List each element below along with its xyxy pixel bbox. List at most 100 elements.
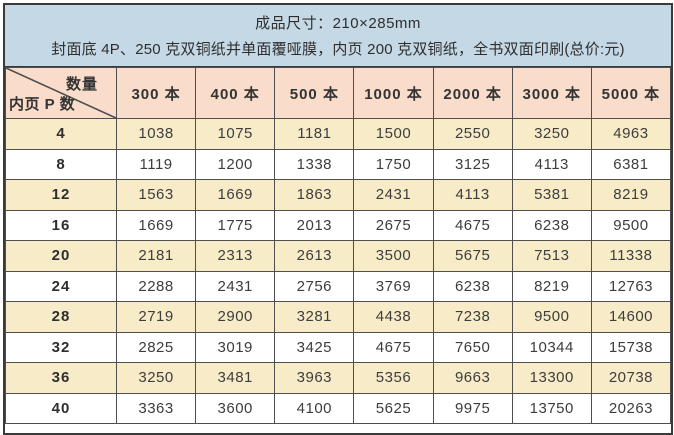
price-cell: 9975 <box>432 392 513 424</box>
column-header-qty: 300 本 <box>115 67 197 119</box>
spec-note-banner: 成品尺寸：210×285mm 封面底 4P、250 克双铜纸并单面覆哑膜，内页 … <box>5 5 671 67</box>
price-cell: 20263 <box>590 392 672 424</box>
corner-header-cell: 数量 内页 P 数 <box>5 67 117 119</box>
price-cell: 2719 <box>115 301 197 333</box>
row-header-pages: 40 <box>5 392 117 424</box>
price-cell: 3019 <box>195 331 276 363</box>
price-cell: 3250 <box>115 362 197 394</box>
price-cell: 4113 <box>432 179 513 211</box>
price-cell: 7650 <box>432 331 513 363</box>
price-cell: 1863 <box>274 179 355 211</box>
price-sheet-frame: 成品尺寸：210×285mm 封面底 4P、250 克双铜纸并单面覆哑膜，内页 … <box>3 3 673 435</box>
price-cell: 1119 <box>115 148 197 180</box>
price-cell: 3125 <box>432 148 513 180</box>
price-cell: 1500 <box>353 118 434 150</box>
price-cell: 7238 <box>432 301 513 333</box>
table-row: 20 2181 2313 2613 3500 5675 7513 11338 <box>5 240 672 272</box>
price-cell: 3963 <box>274 362 355 394</box>
price-cell: 1038 <box>115 118 197 150</box>
row-header-pages: 36 <box>5 362 117 394</box>
table-row: 16 1669 1775 2013 2675 4675 6238 9500 <box>5 209 672 241</box>
price-cell: 1338 <box>274 148 355 180</box>
price-cell: 1775 <box>195 209 276 241</box>
price-cell: 3481 <box>195 362 276 394</box>
price-cell: 5381 <box>511 179 592 211</box>
price-cell: 10344 <box>511 331 592 363</box>
price-cell: 15738 <box>590 331 672 363</box>
price-cell: 11338 <box>590 240 672 272</box>
table-row: 12 1563 1669 1863 2431 4113 5381 8219 <box>5 179 672 211</box>
price-cell: 2313 <box>195 240 276 272</box>
row-header-pages: 16 <box>5 209 117 241</box>
row-header-pages: 12 <box>5 179 117 211</box>
price-cell: 2900 <box>195 301 276 333</box>
price-cell: 5356 <box>353 362 434 394</box>
price-cell: 2431 <box>353 179 434 211</box>
price-cell: 8219 <box>590 179 672 211</box>
price-cell: 4438 <box>353 301 434 333</box>
price-cell: 4963 <box>590 118 672 150</box>
price-cell: 1563 <box>115 179 197 211</box>
row-header-pages: 20 <box>5 240 117 272</box>
column-header-qty: 3000 本 <box>511 67 592 119</box>
price-cell: 13300 <box>511 362 592 394</box>
column-header-qty: 500 本 <box>274 67 355 119</box>
price-cell: 2550 <box>432 118 513 150</box>
price-cell: 2756 <box>274 270 355 302</box>
price-table-body: 4 1038 1075 1181 1500 2550 3250 4963 8 1119 1200 13… <box>5 118 672 424</box>
price-cell: 4675 <box>432 209 513 241</box>
row-header-pages: 24 <box>5 270 117 302</box>
price-cell: 3500 <box>353 240 434 272</box>
column-header-qty: 5000 本 <box>590 67 672 119</box>
price-cell: 9663 <box>432 362 513 394</box>
table-row: 40 3363 3600 4100 5625 9975 13750 20263 <box>5 392 672 424</box>
price-cell: 9500 <box>590 209 672 241</box>
table-row: 28 2719 2900 3281 4438 7238 9500 14600 <box>5 301 672 333</box>
price-cell: 5675 <box>432 240 513 272</box>
column-header-qty: 400 本 <box>195 67 276 119</box>
price-cell: 1181 <box>274 118 355 150</box>
corner-label-inner-pages: 内页 P 数 <box>9 96 76 113</box>
price-cell: 2181 <box>115 240 197 272</box>
price-cell: 1200 <box>195 148 276 180</box>
price-cell: 5625 <box>353 392 434 424</box>
row-header-pages: 32 <box>5 331 117 363</box>
price-cell: 2013 <box>274 209 355 241</box>
price-cell: 8219 <box>511 270 592 302</box>
price-cell: 4675 <box>353 331 434 363</box>
price-cell: 6381 <box>590 148 672 180</box>
price-table: 数量 内页 P 数 300 本 400 本 500 本 1000 本 2000 本 300… <box>5 67 672 424</box>
price-cell: 3769 <box>353 270 434 302</box>
row-header-pages: 8 <box>5 148 117 180</box>
row-header-pages: 28 <box>5 301 117 333</box>
price-cell: 2613 <box>274 240 355 272</box>
price-cell: 3425 <box>274 331 355 363</box>
corner-label-quantity: 数量 <box>65 76 98 93</box>
price-cell: 3363 <box>115 392 197 424</box>
price-cell: 3250 <box>511 118 592 150</box>
column-header-qty: 2000 本 <box>432 67 513 119</box>
column-header-qty: 1000 本 <box>353 67 434 119</box>
price-cell: 2288 <box>115 270 197 302</box>
price-cell: 1750 <box>353 148 434 180</box>
material-spec-text: 封面底 4P、250 克双铜纸并单面覆哑膜，内页 200 克双铜纸，全书双面印刷… <box>51 41 625 58</box>
price-cell: 1669 <box>195 179 276 211</box>
price-cell: 2675 <box>353 209 434 241</box>
price-cell: 4100 <box>274 392 355 424</box>
price-cell: 12763 <box>590 270 672 302</box>
price-cell: 9500 <box>511 301 592 333</box>
price-cell: 1669 <box>115 209 197 241</box>
price-cell: 6238 <box>511 209 592 241</box>
table-row: 36 3250 3481 3963 5356 9663 13300 20738 <box>5 362 672 394</box>
column-header-row: 数量 内页 P 数 300 本 400 本 500 本 1000 本 2000 本 300… <box>5 67 672 119</box>
table-row: 24 2288 2431 2756 3769 6238 8219 12763 <box>5 270 672 302</box>
diagonal-divider-line <box>6 68 116 118</box>
row-header-pages: 4 <box>5 118 117 150</box>
price-cell: 3281 <box>274 301 355 333</box>
price-cell: 3600 <box>195 392 276 424</box>
price-cell: 6238 <box>432 270 513 302</box>
table-row: 32 2825 3019 3425 4675 7650 10344 15738 <box>5 331 672 363</box>
table-row: 8 1119 1200 1338 1750 3125 4113 6381 <box>5 148 672 180</box>
price-cell: 1075 <box>195 118 276 150</box>
